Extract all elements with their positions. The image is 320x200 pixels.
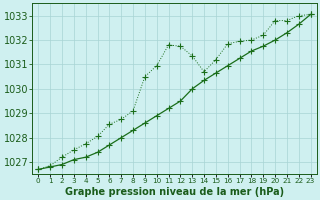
X-axis label: Graphe pression niveau de la mer (hPa): Graphe pression niveau de la mer (hPa) [65,187,284,197]
